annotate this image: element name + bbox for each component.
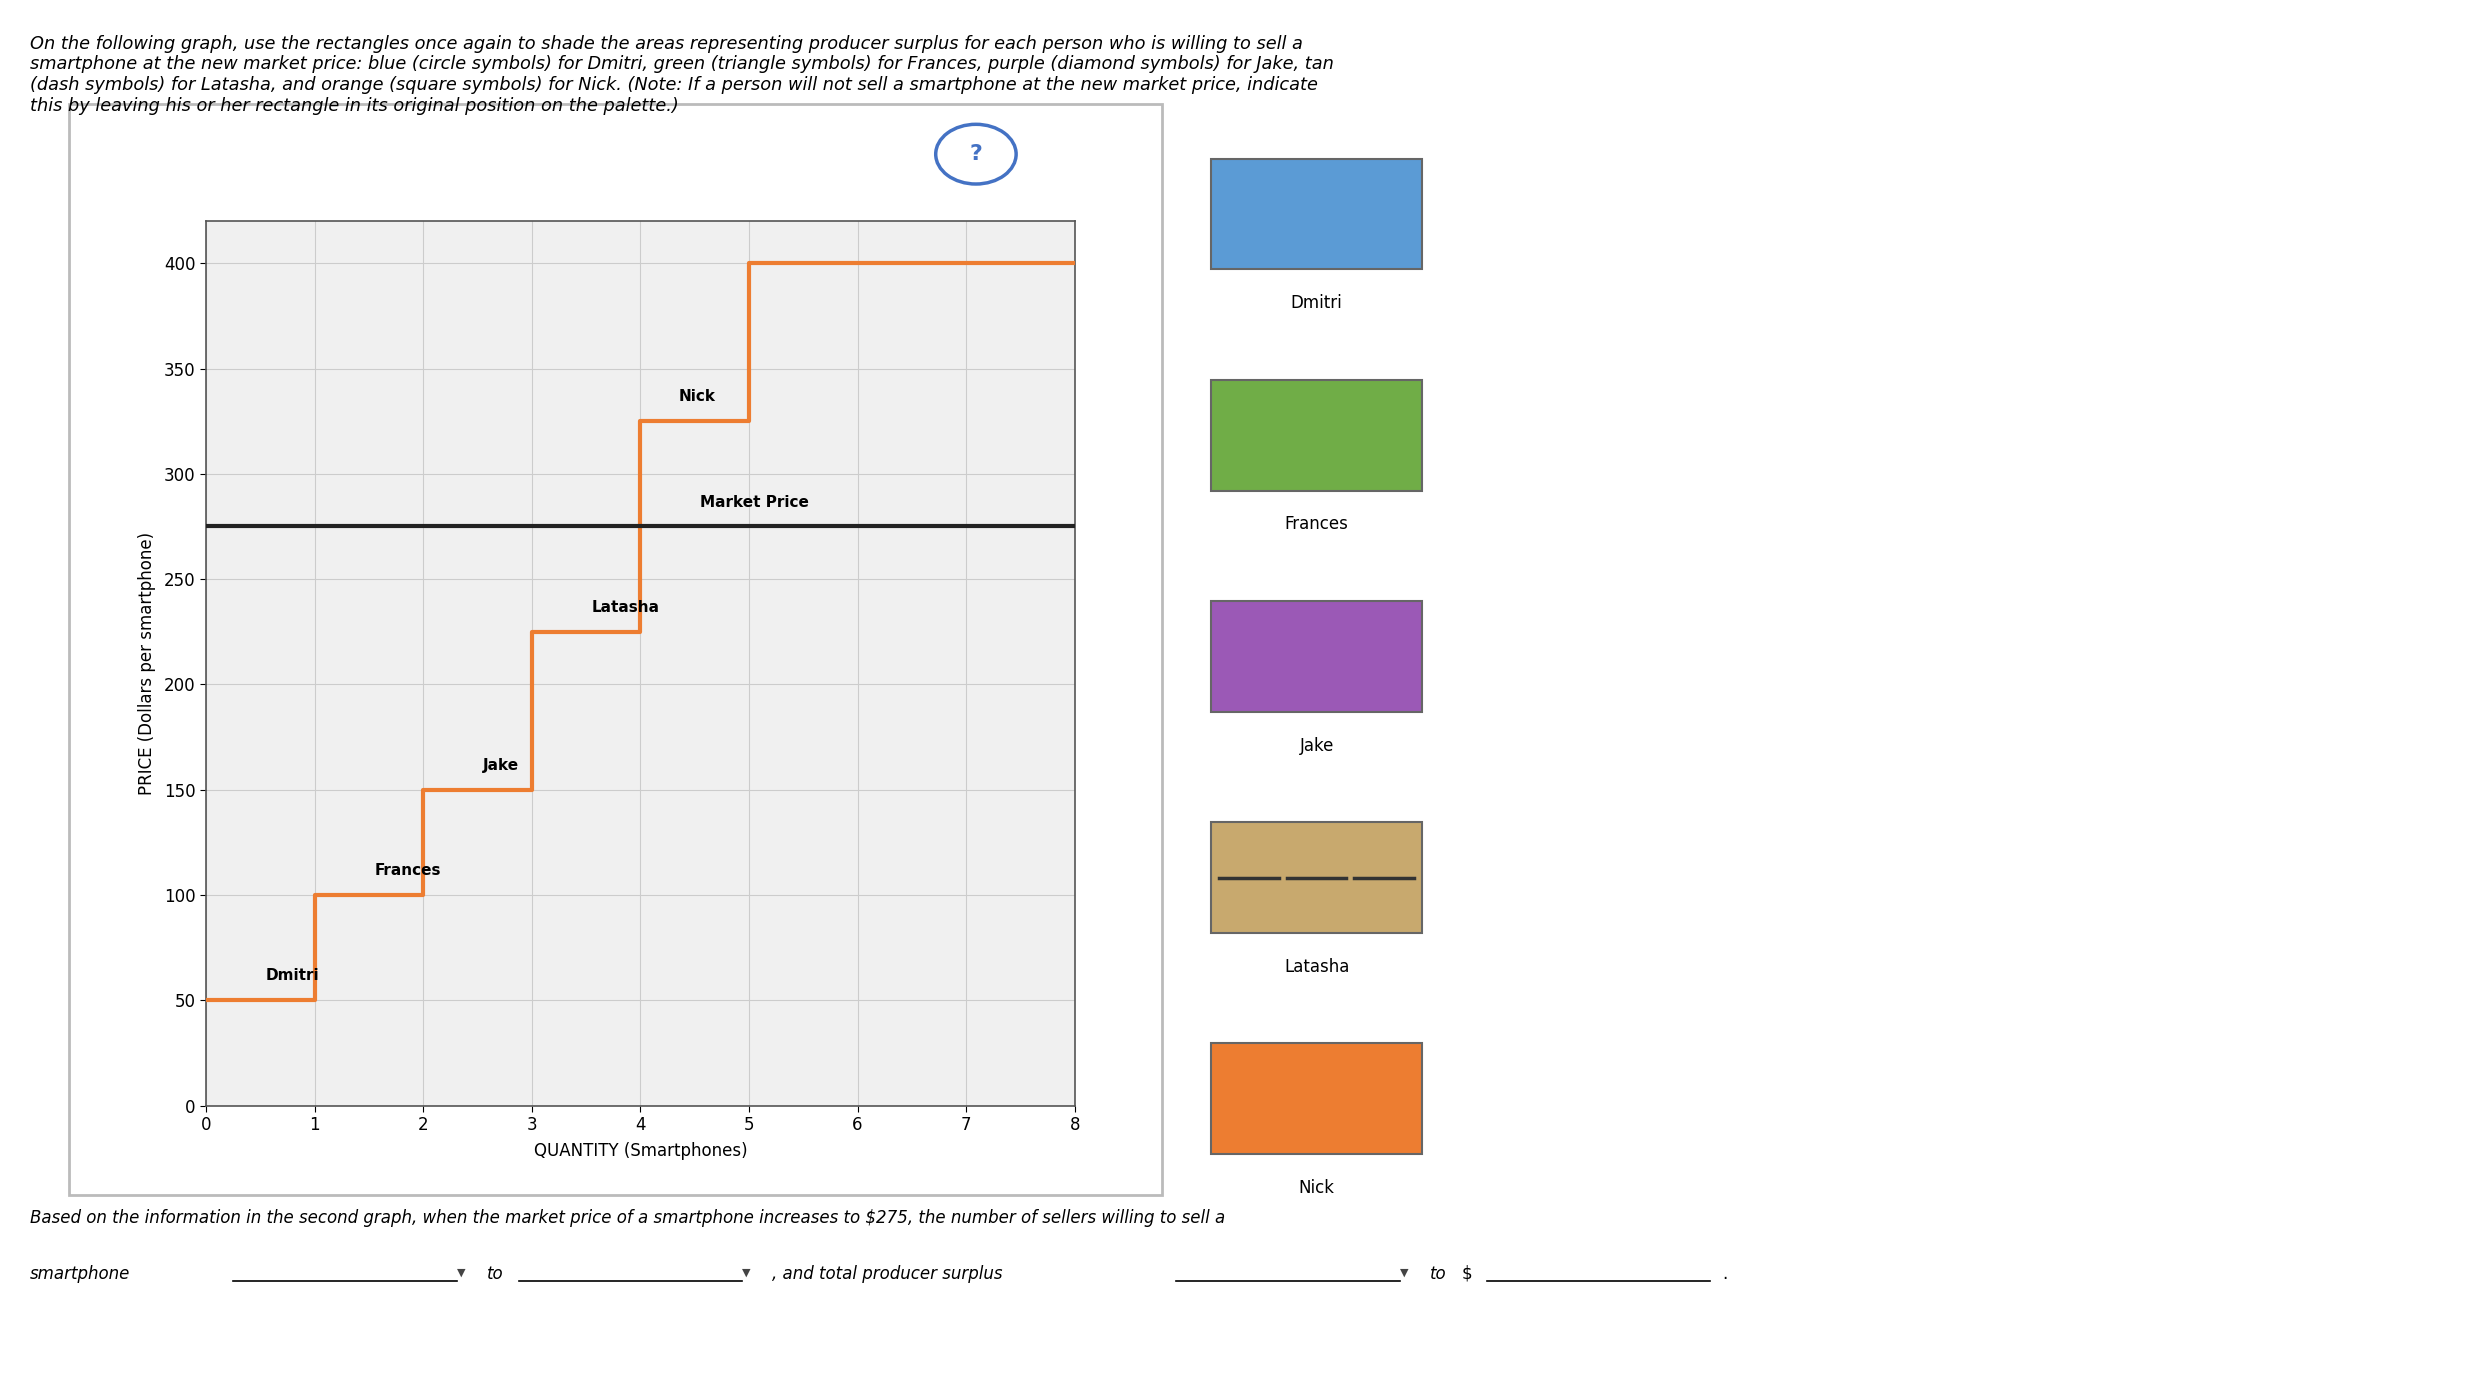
X-axis label: QUANTITY (Smartphones): QUANTITY (Smartphones): [534, 1143, 747, 1161]
Text: Latasha: Latasha: [591, 600, 660, 615]
Text: Nick: Nick: [678, 390, 715, 405]
Text: smartphone: smartphone: [30, 1265, 129, 1282]
Text: On the following graph, use the rectangles once again to shade the areas represe: On the following graph, use the rectangl…: [30, 35, 1333, 115]
Text: .: .: [1723, 1265, 1727, 1282]
Text: ▼: ▼: [742, 1267, 750, 1277]
Text: to: to: [1430, 1265, 1447, 1282]
Text: ▼: ▼: [1400, 1267, 1407, 1277]
Y-axis label: PRICE (Dollars per smartphone): PRICE (Dollars per smartphone): [137, 532, 156, 795]
Text: Jake: Jake: [484, 757, 519, 773]
Text: to: to: [486, 1265, 504, 1282]
Text: Market Price: Market Price: [700, 495, 809, 510]
Text: $: $: [1462, 1265, 1472, 1282]
Text: Frances: Frances: [1286, 515, 1348, 533]
Text: ?: ?: [970, 144, 983, 164]
Text: Jake: Jake: [1301, 737, 1333, 755]
Text: Frances: Frances: [375, 864, 442, 878]
Text: Based on the information in the second graph, when the market price of a smartph: Based on the information in the second g…: [30, 1209, 1226, 1227]
Text: Dmitri: Dmitri: [1291, 294, 1343, 312]
Text: , and total producer surplus: , and total producer surplus: [772, 1265, 1003, 1282]
Text: Dmitri: Dmitri: [266, 969, 320, 984]
Text: ▼: ▼: [457, 1267, 464, 1277]
Text: Nick: Nick: [1298, 1179, 1335, 1197]
Text: Latasha: Latasha: [1283, 958, 1350, 976]
